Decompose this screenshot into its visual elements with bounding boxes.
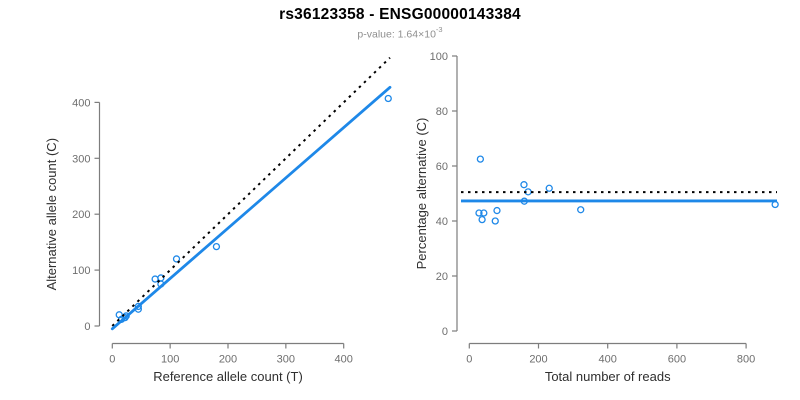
right-y-tick-label: 100 [430, 51, 448, 63]
right-y-tick-label: 60 [436, 161, 448, 173]
left-x-axis-title: Reference allele count (T) [153, 369, 303, 384]
left-y-tick-label: 100 [72, 265, 90, 277]
left-data-point [151, 275, 159, 283]
plot-title-text: rs36123358 - ENSG00000143384 [279, 6, 521, 23]
left-y-tick-label: 200 [72, 209, 90, 221]
right-data-point [478, 215, 486, 224]
left-x-tick-label: 200 [219, 354, 237, 366]
page-title: rs36123358 - ENSG00000143384 [0, 6, 800, 24]
right-x-axis-title: Total number of reads [545, 369, 671, 384]
left-data-point [212, 242, 221, 251]
right-y-tick-label: 20 [436, 271, 448, 283]
right-x-tick-label: 400 [599, 354, 617, 366]
right-x-tick-label: 200 [529, 354, 547, 366]
left-y-tick-label: 300 [72, 153, 90, 165]
right-data-point [545, 184, 553, 192]
left-data-point [134, 302, 142, 311]
pvalue-exponent: -3 [435, 25, 443, 34]
left-y-axis-title: Alternative allele count (C) [44, 138, 59, 290]
right-x-tick-label: 800 [737, 354, 755, 366]
right-data-point [476, 155, 485, 163]
right-data-point [480, 209, 488, 217]
right-x-tick-label: 600 [668, 354, 686, 366]
left-y-tick-label: 0 [84, 321, 90, 333]
right-data-point [577, 206, 585, 214]
pvalue-subtitle: p-value: 1.64×10-3 [0, 25, 800, 41]
left-x-tick-label: 300 [277, 354, 295, 366]
left-data-point [157, 274, 165, 282]
right-data-point [491, 217, 499, 225]
right-y-axis-title: Percentage alternative (C) [414, 118, 429, 270]
right-data-point [475, 209, 483, 217]
left-data-point [172, 255, 181, 263]
right-y-tick-label: 40 [436, 216, 448, 228]
right-y-tick-label: 0 [442, 326, 448, 338]
left-data-point [384, 94, 392, 103]
left-x-tick-label: 100 [161, 354, 179, 366]
fit-line-blue [110, 85, 392, 331]
right-x-tick-label: 0 [466, 354, 472, 366]
right-data-point [771, 200, 779, 209]
left-x-tick-label: 400 [335, 354, 353, 366]
right-data-point [493, 206, 501, 215]
right-y-tick-label: 80 [436, 106, 448, 118]
left-y-tick-label: 400 [72, 97, 90, 109]
identity-line-dotted [111, 56, 391, 327]
pvalue-text: p-value: 1.64×10 [357, 28, 436, 41]
right-data-point [520, 181, 528, 189]
left-x-tick-label: 0 [109, 354, 115, 366]
